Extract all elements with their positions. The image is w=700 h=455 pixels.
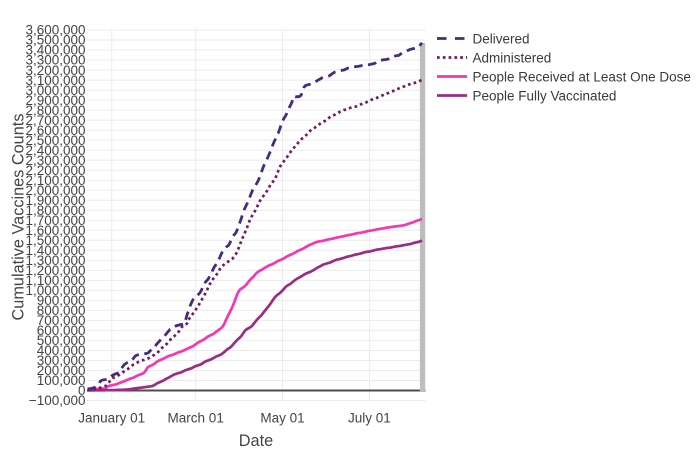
svg-text:May 01: May 01 bbox=[260, 411, 304, 426]
svg-text:People Received at Least One D: People Received at Least One Dose bbox=[473, 69, 691, 84]
svg-text:400,000: 400,000 bbox=[37, 343, 86, 358]
svg-text:1,200,000: 1,200,000 bbox=[25, 263, 85, 278]
svg-text:1,500,000: 1,500,000 bbox=[25, 233, 85, 248]
svg-text:900,000: 900,000 bbox=[37, 293, 86, 308]
svg-text:1,900,000: 1,900,000 bbox=[25, 193, 85, 208]
svg-text:800,000: 800,000 bbox=[37, 303, 86, 318]
svg-text:2,000,000: 2,000,000 bbox=[25, 183, 85, 198]
svg-text:People Fully Vaccinated: People Fully Vaccinated bbox=[473, 88, 617, 103]
svg-text:2,200,000: 2,200,000 bbox=[25, 163, 85, 178]
svg-text:3,200,000: 3,200,000 bbox=[25, 63, 85, 78]
svg-text:1,300,000: 1,300,000 bbox=[25, 253, 85, 268]
svg-text:3,400,000: 3,400,000 bbox=[25, 43, 85, 58]
svg-text:3,300,000: 3,300,000 bbox=[25, 53, 85, 68]
svg-text:2,600,000: 2,600,000 bbox=[25, 123, 85, 138]
svg-text:1,400,000: 1,400,000 bbox=[25, 243, 85, 258]
svg-text:July 01: July 01 bbox=[348, 411, 391, 426]
svg-text:2,300,000: 2,300,000 bbox=[25, 153, 85, 168]
svg-text:−100,000: −100,000 bbox=[29, 393, 86, 408]
svg-text:Delivered: Delivered bbox=[473, 31, 530, 46]
svg-text:2,500,000: 2,500,000 bbox=[25, 133, 85, 148]
svg-text:600,000: 600,000 bbox=[37, 323, 86, 338]
svg-text:3,500,000: 3,500,000 bbox=[25, 33, 85, 48]
svg-text:2,400,000: 2,400,000 bbox=[25, 143, 85, 158]
svg-text:January 01: January 01 bbox=[78, 411, 145, 426]
svg-text:2,100,000: 2,100,000 bbox=[25, 173, 85, 188]
svg-text:2,700,000: 2,700,000 bbox=[25, 113, 85, 128]
svg-text:1,100,000: 1,100,000 bbox=[25, 273, 85, 288]
svg-text:1,700,000: 1,700,000 bbox=[25, 213, 85, 228]
svg-text:0: 0 bbox=[78, 383, 86, 398]
svg-text:3,000,000: 3,000,000 bbox=[25, 83, 85, 98]
svg-text:2,800,000: 2,800,000 bbox=[25, 103, 85, 118]
svg-text:Cumulative Vaccines Counts: Cumulative Vaccines Counts bbox=[10, 114, 28, 321]
svg-text:1,600,000: 1,600,000 bbox=[25, 223, 85, 238]
svg-text:3,100,000: 3,100,000 bbox=[25, 73, 85, 88]
svg-text:Date: Date bbox=[239, 432, 273, 450]
svg-text:March 01: March 01 bbox=[168, 411, 224, 426]
svg-text:300,000: 300,000 bbox=[37, 353, 86, 368]
svg-text:Administered: Administered bbox=[473, 50, 552, 65]
svg-text:2,900,000: 2,900,000 bbox=[25, 93, 85, 108]
svg-text:1,800,000: 1,800,000 bbox=[25, 203, 85, 218]
svg-text:500,000: 500,000 bbox=[37, 333, 86, 348]
svg-text:700,000: 700,000 bbox=[37, 313, 86, 328]
svg-text:200,000: 200,000 bbox=[37, 363, 86, 378]
svg-text:100,000: 100,000 bbox=[37, 373, 86, 388]
svg-text:1,000,000: 1,000,000 bbox=[25, 283, 85, 298]
svg-text:3,600,000: 3,600,000 bbox=[25, 23, 85, 38]
